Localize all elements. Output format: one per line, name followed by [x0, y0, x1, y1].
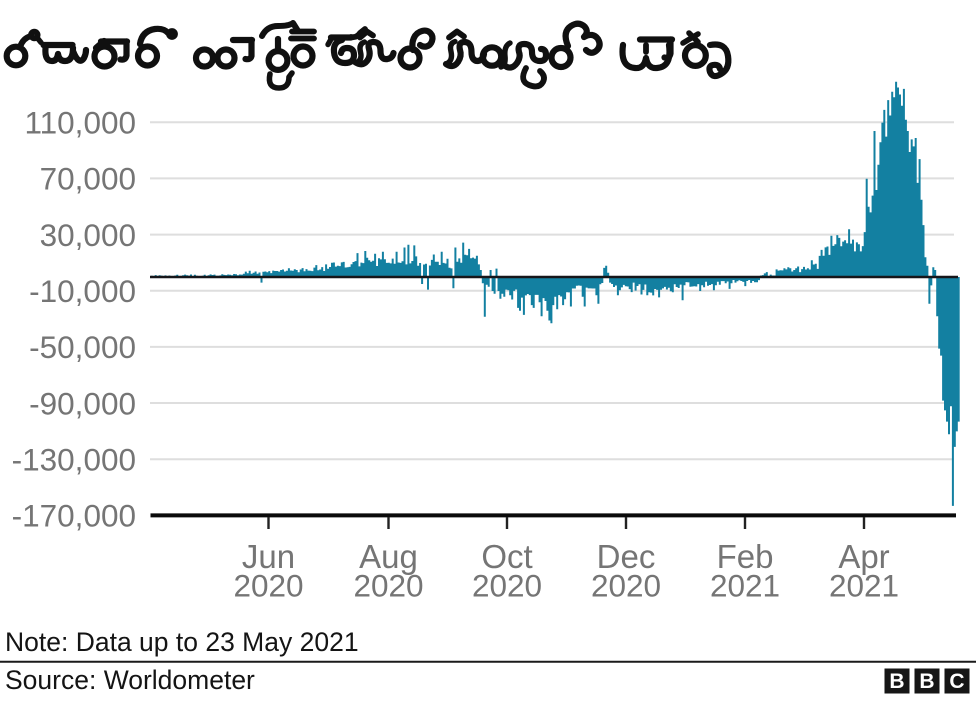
svg-text:Apr: Apr: [838, 538, 889, 575]
svg-text:2020: 2020: [472, 568, 542, 604]
svg-text:-130,000: -130,000: [12, 442, 136, 478]
svg-text:2020: 2020: [233, 568, 303, 604]
svg-text:2021: 2021: [710, 568, 780, 604]
svg-text:Oct: Oct: [481, 538, 532, 575]
svg-text:Note: Data up to 23 May 2021: Note: Data up to 23 May 2021: [5, 627, 359, 657]
svg-text:C: C: [949, 670, 964, 693]
svg-text:Aug: Aug: [359, 538, 418, 575]
svg-text:2020: 2020: [591, 568, 661, 604]
svg-text:2021: 2021: [829, 568, 899, 604]
svg-text:2020: 2020: [353, 568, 423, 604]
svg-text:B: B: [889, 670, 904, 693]
svg-text:Jun: Jun: [242, 538, 295, 575]
svg-text:110,000: 110,000: [24, 105, 136, 141]
svg-text:30,000: 30,000: [40, 217, 136, 253]
svg-text:Source: Worldometer: Source: Worldometer: [5, 665, 255, 695]
svg-text:70,000: 70,000: [40, 161, 136, 197]
svg-text:-50,000: -50,000: [29, 329, 136, 365]
svg-text:-10,000: -10,000: [29, 273, 136, 309]
svg-text:B: B: [919, 670, 934, 693]
svg-text:Dec: Dec: [597, 538, 656, 575]
svg-text:Feb: Feb: [717, 538, 774, 575]
svg-text:-90,000: -90,000: [29, 385, 136, 421]
svg-text:-170,000: -170,000: [12, 498, 136, 534]
